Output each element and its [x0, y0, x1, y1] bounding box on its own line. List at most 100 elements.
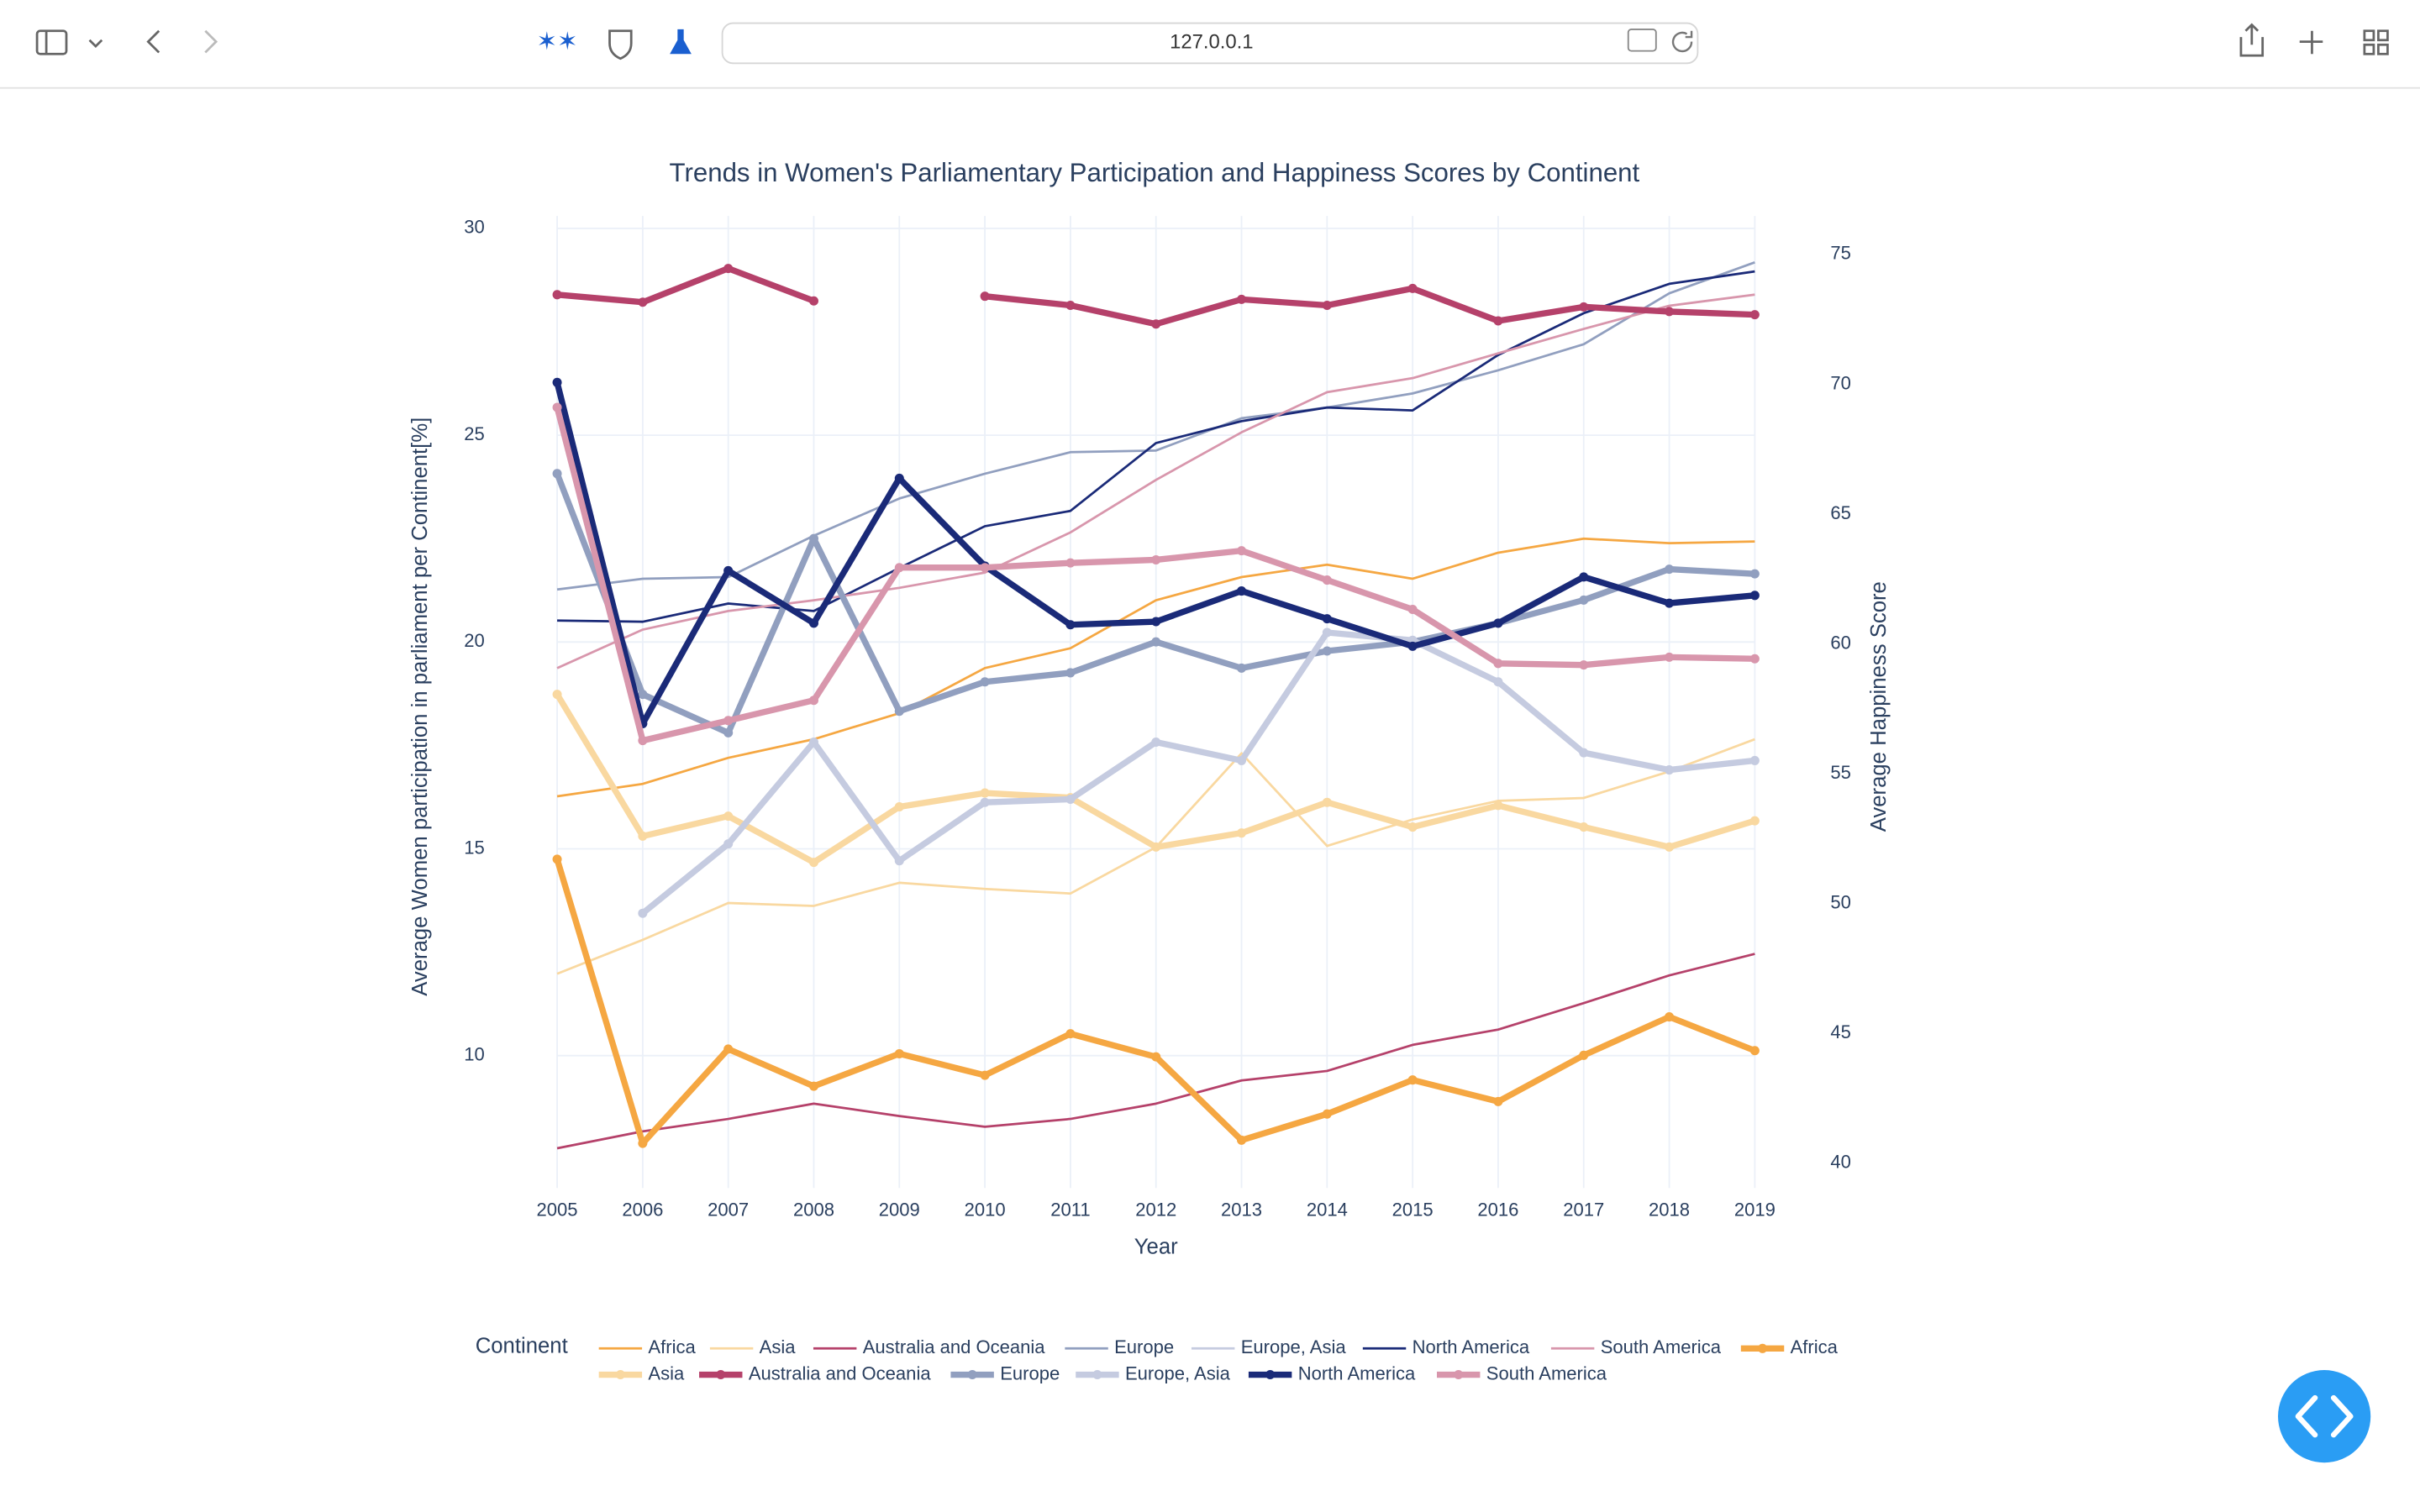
series-marker: [552, 290, 562, 300]
legend-label: Australia and Oceania: [749, 1362, 932, 1383]
legend-label: Asia: [648, 1362, 685, 1383]
series-marker: [552, 402, 562, 412]
legend-label: Europe, Asia: [1125, 1362, 1231, 1383]
series-marker: [1237, 586, 1247, 596]
series-marker: [723, 1044, 734, 1054]
y2-tick-label: 65: [1830, 502, 1851, 523]
series-marker: [1065, 668, 1076, 678]
series-marker: [894, 706, 904, 717]
legend-marker: [1758, 1343, 1768, 1353]
legend-marker: [615, 1370, 625, 1380]
series-marker: [808, 696, 818, 706]
series-marker: [723, 716, 734, 726]
series-marker: [1579, 595, 1589, 605]
series-marker: [1065, 558, 1076, 568]
legend-title: Continent: [476, 1334, 568, 1357]
series-line: [556, 537, 1755, 798]
series-marker: [1322, 614, 1332, 624]
series-marker: [1237, 828, 1247, 838]
series-marker: [1151, 617, 1161, 627]
series-line: [556, 260, 1755, 591]
sidebar-button[interactable]: [35, 29, 68, 55]
x-tick-label: 2012: [1135, 1200, 1176, 1221]
series-marker: [808, 1081, 818, 1091]
series-marker: [638, 690, 648, 700]
x-tick-label: 2007: [708, 1200, 749, 1221]
legend-label: Africa: [648, 1336, 696, 1357]
x-tick-label: 2018: [1649, 1200, 1690, 1221]
back-button[interactable]: [146, 29, 160, 54]
legend-label: Australia and Oceania: [863, 1336, 1046, 1357]
series-marker: [1322, 300, 1332, 311]
y2-tick-label: 70: [1830, 372, 1851, 393]
series-marker: [808, 858, 818, 868]
series-marker: [808, 296, 818, 306]
series-marker: [1665, 307, 1675, 317]
y2-tick-label: 60: [1830, 632, 1851, 653]
series-marker: [1665, 652, 1675, 662]
series-line: [556, 953, 1755, 1150]
series-marker: [723, 727, 734, 738]
x-tick-label: 2016: [1477, 1200, 1518, 1221]
translate-button[interactable]: [1627, 28, 1657, 52]
series-marker: [723, 811, 734, 822]
y-tick-label: 30: [464, 217, 485, 238]
y2-tick-label: 45: [1830, 1021, 1851, 1042]
forward-button[interactable]: [204, 29, 218, 54]
share-button[interactable]: [2239, 23, 2265, 57]
series-marker: [1322, 575, 1332, 585]
series-marker: [1322, 1109, 1332, 1119]
series-marker: [980, 677, 990, 687]
series-marker: [1407, 283, 1418, 293]
series-marker: [638, 1138, 648, 1148]
legend-marker: [716, 1370, 726, 1380]
series-marker: [1065, 1029, 1076, 1039]
address-bar[interactable]: [721, 22, 1699, 65]
series-marker: [980, 788, 990, 798]
y2-tick-label: 40: [1830, 1152, 1851, 1173]
legend-label: Europe, Asia: [1241, 1336, 1347, 1357]
series-marker: [1407, 822, 1418, 832]
series-marker: [980, 797, 990, 807]
x-tick-label: 2013: [1221, 1200, 1262, 1221]
y-axis-title: Average Women participation in parliamen…: [408, 417, 432, 996]
series-marker: [1665, 598, 1675, 608]
extension-icon[interactable]: ✶✶: [536, 28, 577, 55]
series-marker: [638, 736, 648, 746]
series-marker: [980, 291, 990, 302]
code-button[interactable]: [2278, 1370, 2371, 1463]
shield-icon[interactable]: [608, 29, 633, 60]
series-marker: [1579, 1050, 1589, 1060]
series-marker: [723, 264, 734, 274]
tabs-button[interactable]: [2363, 29, 2375, 42]
series-marker: [1579, 660, 1589, 670]
url: 127.0.0.1: [1170, 31, 1254, 54]
series-marker: [1407, 604, 1418, 615]
series-marker: [1579, 822, 1589, 832]
y2-axis-title: Average Happiness Score: [1867, 581, 1891, 832]
chart-title: Trends in Women's Parliamentary Particip…: [670, 158, 1640, 187]
series-marker: [1665, 564, 1675, 575]
lab-icon[interactable]: [670, 29, 692, 55]
series-marker: [1493, 618, 1503, 628]
series-marker: [1065, 794, 1076, 805]
x-tick-label: 2009: [879, 1200, 920, 1221]
series-marker: [894, 856, 904, 866]
series-line: [556, 293, 1755, 669]
x-axis-title: Year: [1134, 1236, 1178, 1259]
y-tick-label: 20: [464, 630, 485, 651]
series-marker: [1749, 755, 1760, 765]
series-marker: [1749, 1046, 1760, 1056]
series-marker: [1322, 646, 1332, 656]
y2-tick-label: 50: [1830, 892, 1851, 913]
series-marker: [1493, 659, 1503, 669]
series-marker: [1665, 842, 1675, 852]
series-marker: [552, 854, 562, 864]
reload-button[interactable]: [1671, 30, 1693, 53]
series-marker: [1151, 637, 1161, 647]
sidebar-menu[interactable]: [88, 39, 103, 49]
new-tab-button[interactable]: [2299, 30, 2323, 55]
series-marker: [1237, 546, 1247, 556]
series-marker: [1493, 1096, 1503, 1106]
